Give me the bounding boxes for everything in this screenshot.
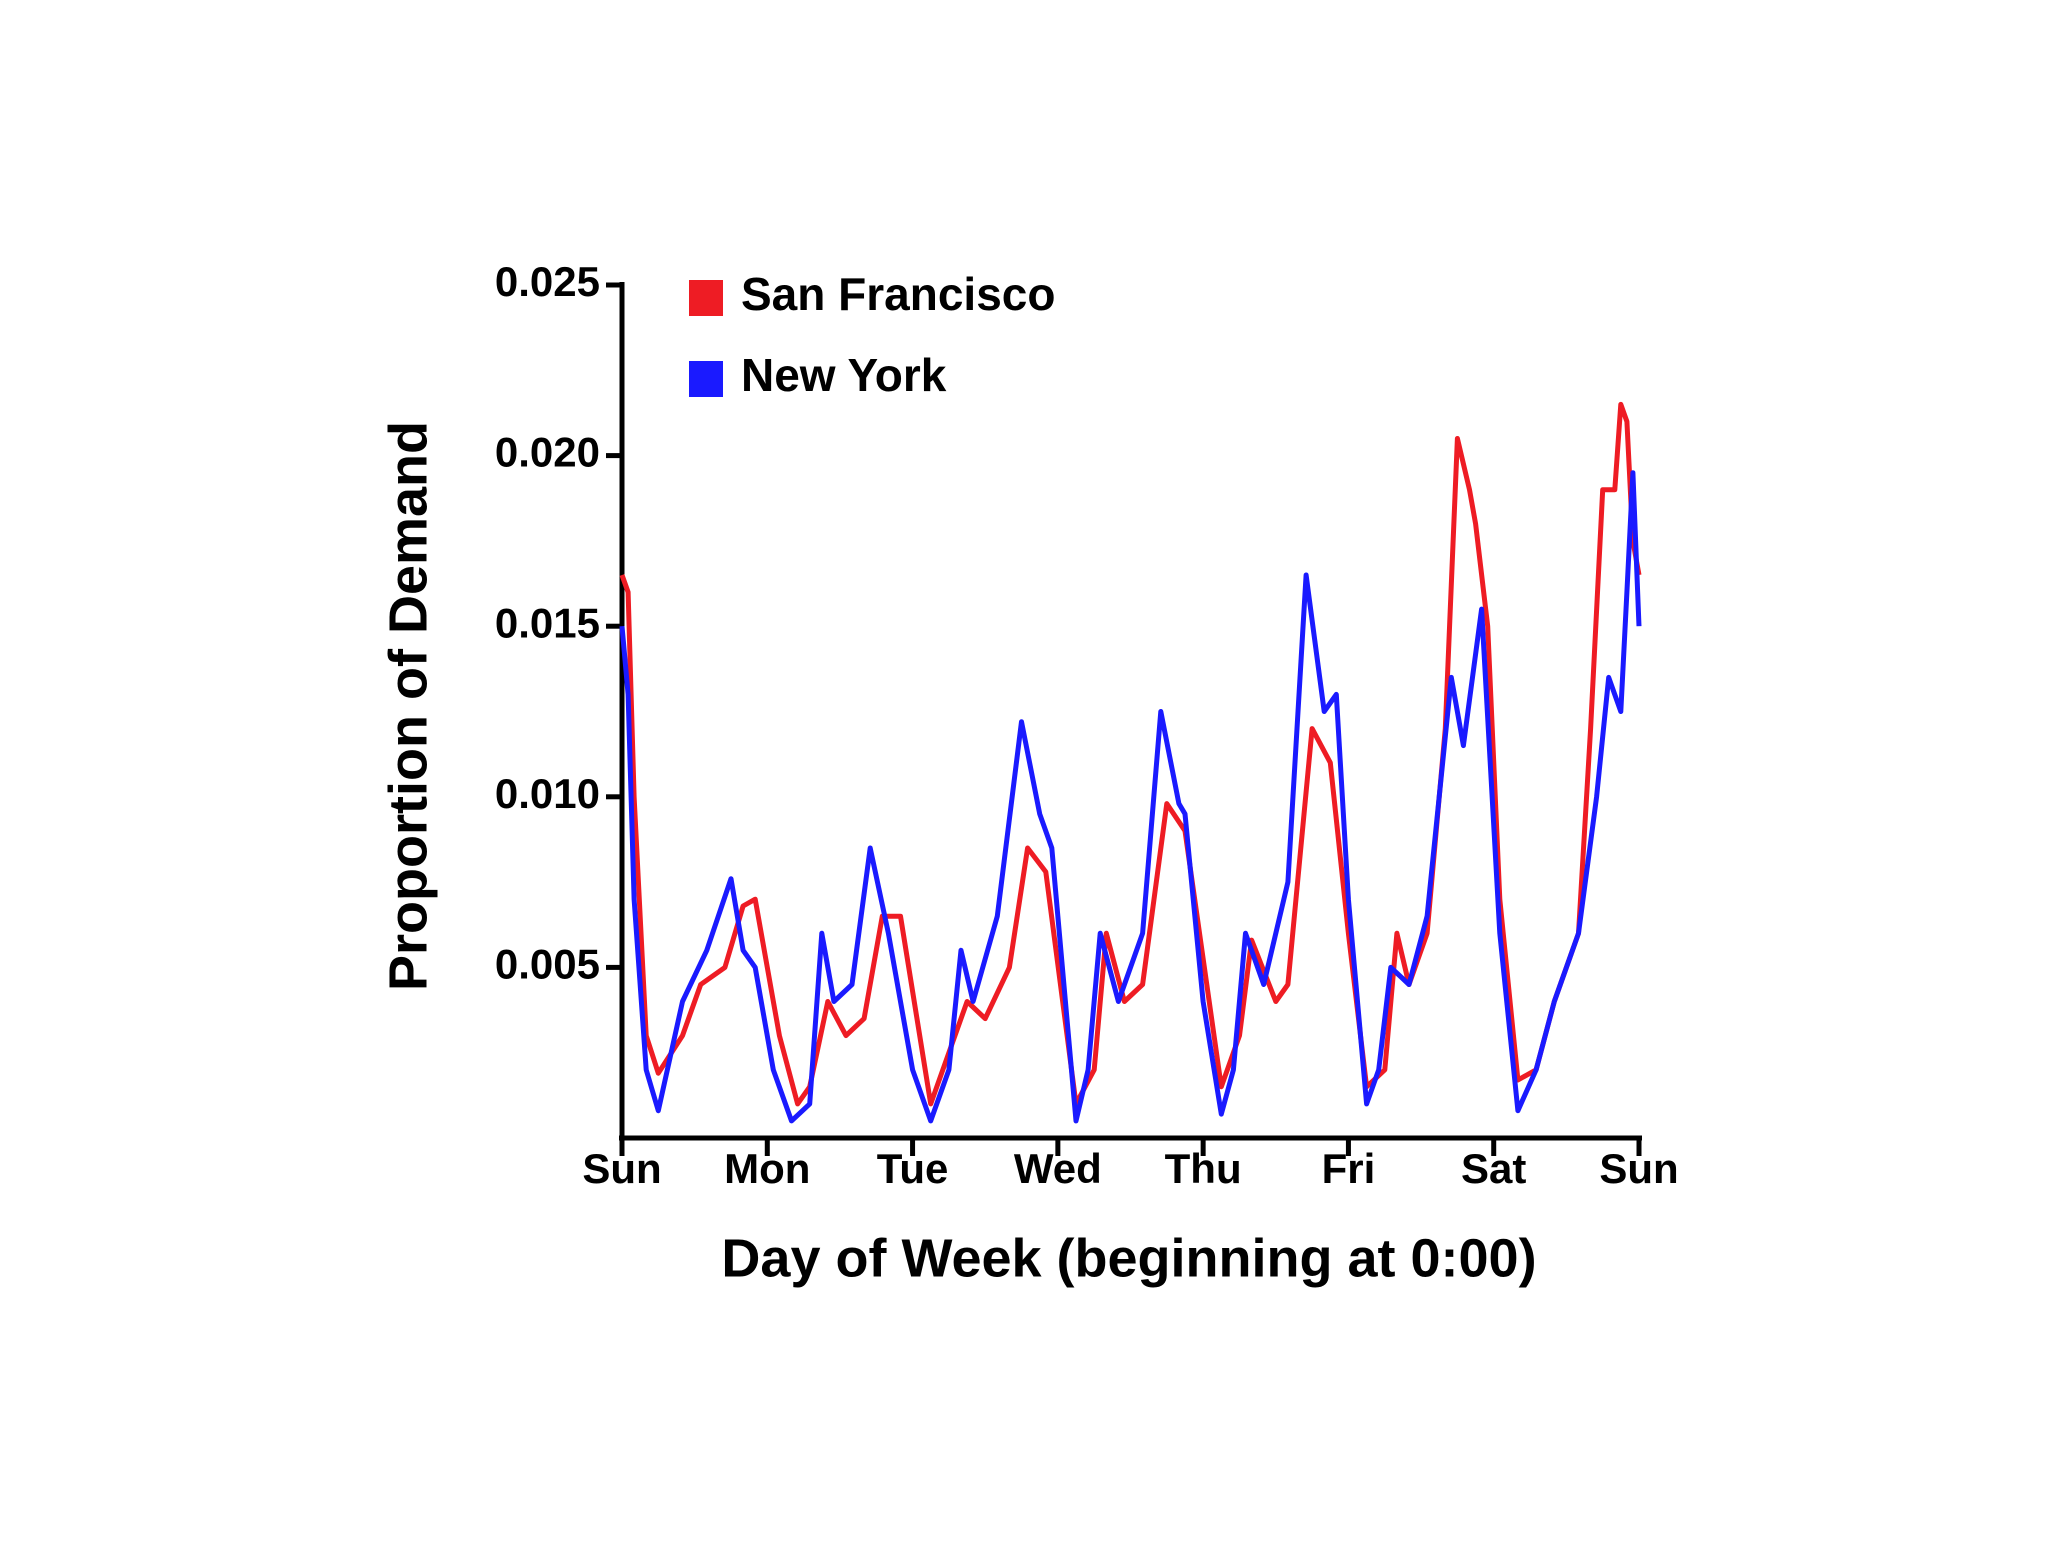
y-tick-label: 0.020: [495, 429, 600, 476]
x-axis-title: Day of Week (beginning at 0:00): [721, 1228, 1536, 1288]
x-tick-label: Sun: [1599, 1145, 1678, 1192]
y-tick-label: 0.010: [495, 770, 600, 817]
y-tick-label: 0.005: [495, 940, 600, 987]
x-tick-label: Wed: [1014, 1145, 1102, 1192]
series-line: [619, 401, 1642, 1107]
y-tick-label: 0.015: [495, 599, 600, 646]
y-tick-label: 0.025: [495, 258, 600, 305]
x-tick-label: Sat: [1461, 1145, 1526, 1192]
x-tick-label: Sun: [582, 1145, 661, 1192]
legend-swatch: [689, 361, 723, 397]
legend-label: New York: [741, 349, 947, 401]
series-line: [619, 470, 1642, 1124]
x-tick-label: Fri: [1322, 1145, 1376, 1192]
x-tick-label: Thu: [1165, 1145, 1242, 1192]
legend-swatch: [689, 280, 723, 316]
legend-label: San Francisco: [741, 268, 1055, 320]
y-axis-title: Proportion of Demand: [378, 421, 438, 991]
x-tick-label: Tue: [877, 1145, 949, 1192]
x-tick-label: Mon: [724, 1145, 810, 1192]
